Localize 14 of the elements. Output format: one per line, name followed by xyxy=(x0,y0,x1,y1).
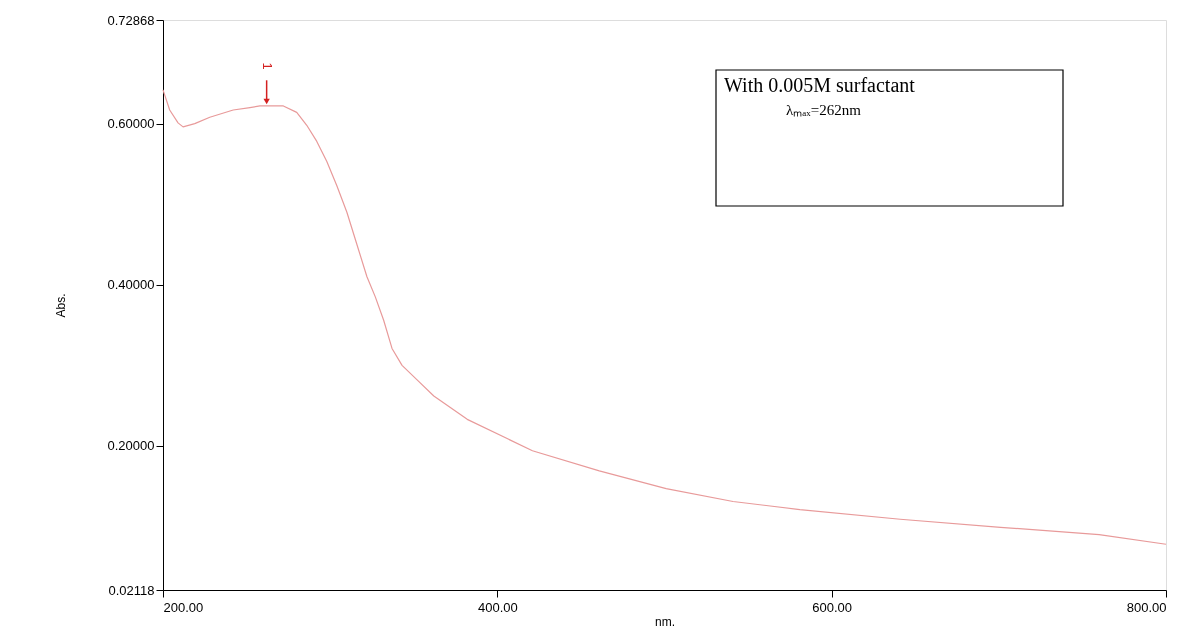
y-tick-label: 0.40000 xyxy=(107,277,155,293)
annotation: 1 xyxy=(259,62,275,70)
x-axis-title: nm. xyxy=(654,614,676,629)
x-tick-label: 200.00 xyxy=(163,599,204,615)
x-tick-label: 400.00 xyxy=(477,599,518,615)
y-axis-title: Abs. xyxy=(53,293,68,318)
y-tick-label: 0.72868 xyxy=(107,12,155,28)
y-tick-label: 0.20000 xyxy=(107,438,155,454)
y-tick-label: 0.02118 xyxy=(108,582,155,598)
annotation: With 0.005M surfactant xyxy=(724,74,916,96)
x-tick-label: 800.00 xyxy=(1126,599,1167,615)
annotation: λₘₐₓ=262nm xyxy=(786,102,862,118)
x-tick-label: 600.00 xyxy=(812,599,853,615)
y-tick-label: 0.60000 xyxy=(107,116,155,132)
